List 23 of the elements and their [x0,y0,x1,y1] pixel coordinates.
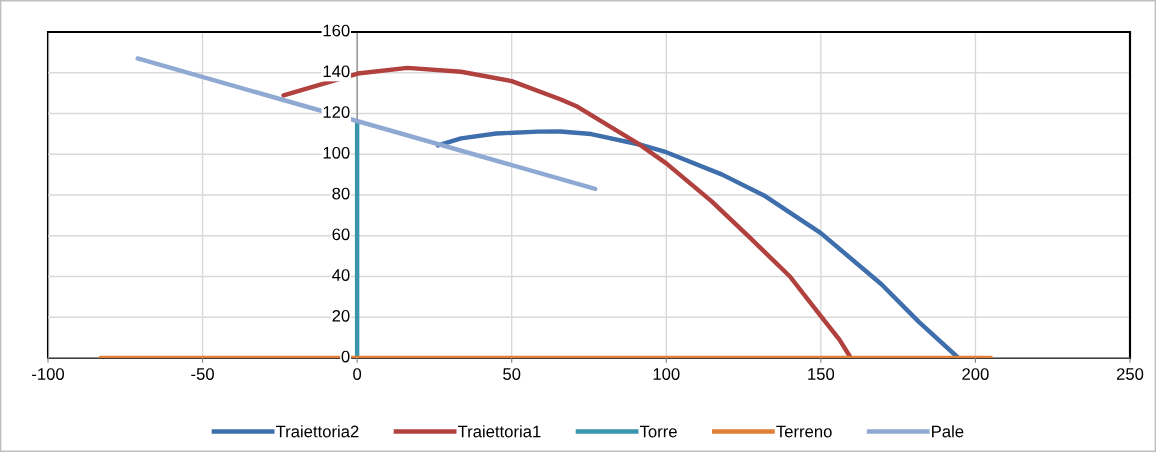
legend-label: Terreno [776,425,832,438]
y-tick-label: 60 [332,228,350,241]
x-tick-label: 0 [353,368,362,380]
y-tick-label: 20 [332,309,350,322]
y-tick-label: 40 [332,269,350,281]
legend-label: Traiettoria2 [275,425,359,438]
y-tick-label: 100 [323,146,350,159]
x-tick-label: 100 [653,368,680,380]
x-tick-label: 150 [808,368,835,380]
legend-label: Traiettoria1 [457,425,541,438]
y-tick-label: 80 [332,187,350,200]
x-tick-label: 50 [503,368,521,380]
x-tick-label: -100 [32,368,65,380]
legend-label: Torre [639,425,677,438]
x-tick-label: 250 [1116,368,1144,380]
x-tick-label: 200 [962,368,989,380]
y-tick-label: 0 [341,350,350,363]
x-tick-label: -50 [191,368,214,380]
y-tick-label: 140 [323,65,350,78]
y-tick-label: 120 [323,106,350,118]
line-series [435,129,961,358]
legend-label: Pale [932,425,964,438]
y-tick-label: 160 [323,24,350,37]
